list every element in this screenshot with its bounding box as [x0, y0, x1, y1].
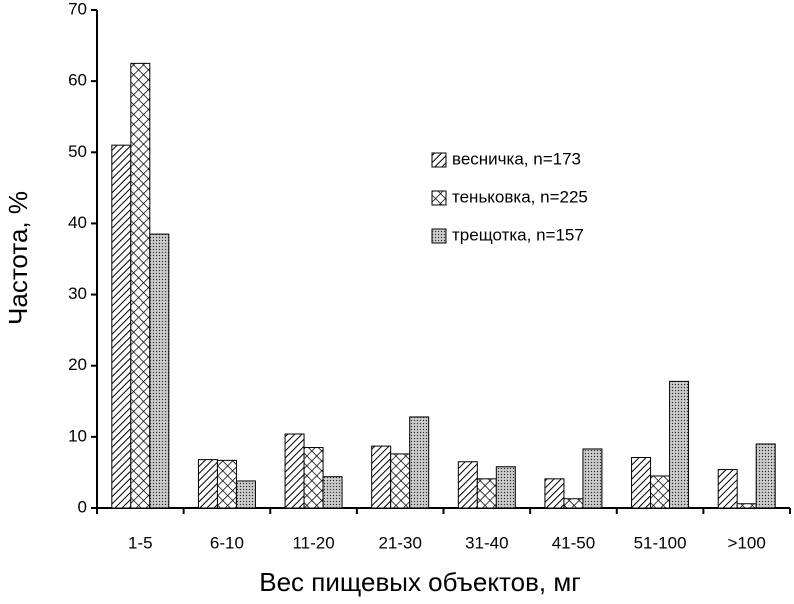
y-tick-label: 0	[78, 497, 87, 516]
bar	[669, 380, 690, 509]
legend-swatch	[431, 152, 447, 168]
x-axis-title: Вес пищевых объектов, мг	[259, 567, 580, 597]
y-tick-label: 10	[68, 426, 87, 445]
x-tick-label: 21-30	[378, 533, 421, 552]
x-tick-label: 51-100	[634, 533, 687, 552]
bar	[390, 453, 411, 509]
y-tick-label: 50	[68, 142, 87, 161]
bar	[111, 144, 132, 509]
bar	[476, 478, 497, 509]
bar	[149, 233, 170, 509]
x-tick-label: 6-10	[210, 533, 244, 552]
bar	[322, 476, 343, 509]
bar	[755, 443, 776, 509]
bar	[717, 469, 738, 509]
bar	[495, 466, 516, 509]
bar	[235, 480, 256, 509]
bar	[563, 498, 584, 509]
bar	[736, 503, 757, 509]
bar	[130, 62, 151, 509]
x-tick-label: 31-40	[465, 533, 508, 552]
y-tick-label: 60	[68, 71, 87, 90]
y-tick-label: 20	[68, 355, 87, 374]
bar	[216, 459, 237, 509]
bar	[409, 416, 430, 509]
bar	[197, 459, 218, 509]
bar	[650, 475, 671, 509]
legend-swatch	[431, 190, 447, 206]
y-tick-label: 30	[68, 284, 87, 303]
legend-label: теньковка, n=225	[452, 187, 588, 206]
bar	[371, 445, 392, 509]
bar	[303, 447, 324, 509]
y-tick-label: 70	[68, 0, 87, 18]
bar	[457, 461, 478, 509]
y-tick-label: 40	[68, 213, 87, 232]
bar	[544, 478, 565, 509]
bar	[284, 433, 305, 509]
legend-label: весничка, n=173	[452, 149, 581, 168]
legend-label: трещотка, n=157	[452, 225, 584, 244]
bar	[631, 456, 652, 509]
x-tick-label: 11-20	[292, 533, 334, 552]
x-tick-label: >100	[728, 533, 766, 552]
x-tick-label: 1-5	[128, 533, 153, 552]
y-axis-title: Частота, %	[3, 191, 33, 325]
legend-swatch	[431, 228, 447, 244]
x-tick-label: 41-50	[552, 533, 595, 552]
bar	[582, 448, 603, 509]
